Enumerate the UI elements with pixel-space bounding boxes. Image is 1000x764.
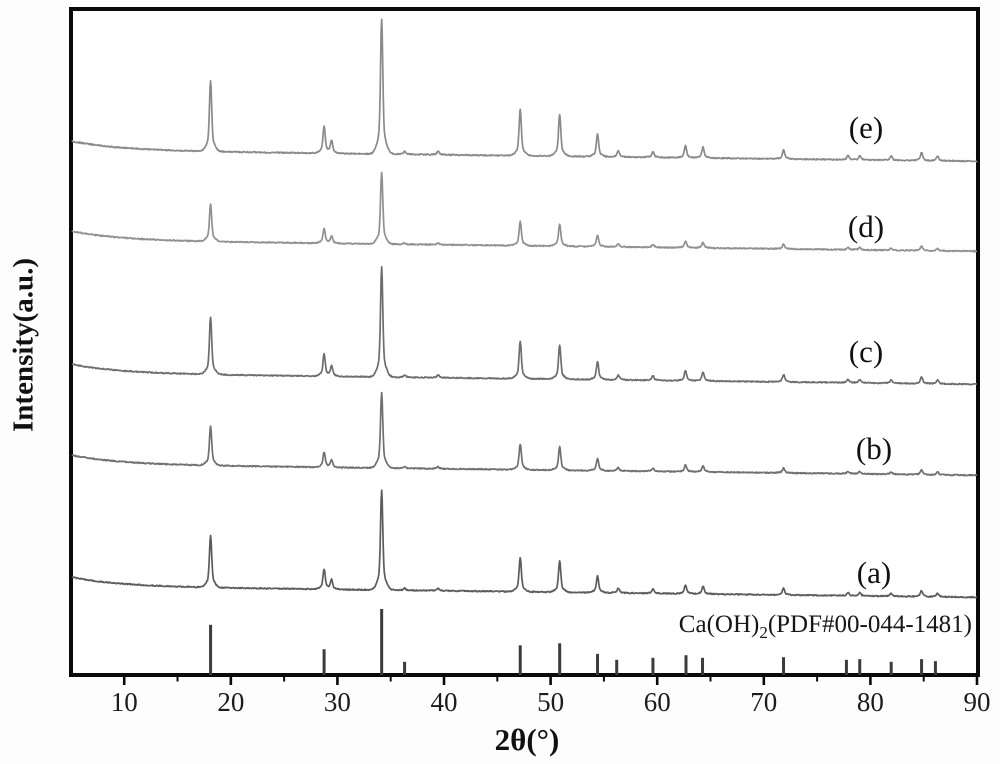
curve-label-b: (b) — [855, 431, 893, 466]
reference-stick — [209, 624, 213, 675]
x-tick-label: 70 — [750, 687, 778, 717]
curve-label-c: (c) — [848, 334, 884, 369]
reference-label-formula: Ca(OH) — [678, 611, 760, 638]
x-tick-label: 10 — [110, 687, 138, 717]
reference-stick — [684, 655, 688, 675]
y-axis-title: Intensity(a.u.) — [7, 257, 40, 433]
xrd-curve-b — [71, 391, 978, 477]
plot-frame — [69, 7, 980, 677]
reference-stick — [380, 609, 384, 675]
reference-stick — [933, 661, 937, 675]
reference-stick — [615, 659, 619, 675]
reference-stick — [322, 649, 326, 675]
curve-label-a: (a) — [856, 555, 892, 590]
reference-label-subscript: 2 — [759, 623, 768, 642]
reference-stick — [844, 659, 848, 675]
x-tick-label: 20 — [217, 687, 245, 717]
reference-label: Ca(OH)2(PDF#00-044-1481) — [679, 611, 972, 643]
x-tick-label: 30 — [323, 687, 351, 717]
x-tick-label: 90 — [963, 687, 991, 717]
reference-pattern — [209, 609, 937, 675]
reference-stick — [596, 653, 600, 675]
x-tick-label: 80 — [856, 687, 884, 717]
reference-stick — [858, 659, 862, 675]
xrd-curve-a — [71, 489, 978, 599]
xrd-curve-e — [71, 18, 978, 163]
curve-label-d: (d) — [847, 209, 885, 244]
reference-stick — [701, 657, 705, 675]
reference-stick — [920, 659, 924, 675]
plot-frame-rect — [69, 7, 980, 677]
reference-stick — [782, 657, 786, 675]
x-tick-label: 40 — [430, 687, 458, 717]
reference-stick — [889, 661, 893, 675]
reference-stick — [651, 657, 655, 675]
xrd-curves — [71, 18, 978, 599]
x-tick-label: 60 — [643, 687, 671, 717]
x-tick-label: 50 — [537, 687, 565, 717]
x-axis-title: 2θ(°) — [494, 722, 560, 757]
reference-stick — [558, 643, 562, 675]
xrd-curve-d — [71, 171, 978, 253]
reference-label-pdf: (PDF#00-044-1481) — [767, 611, 972, 638]
reference-stick — [518, 645, 522, 675]
reference-stick — [403, 661, 407, 675]
x-axis-ticks — [122, 676, 979, 685]
curve-label-e: (e) — [848, 110, 884, 145]
xrd-curve-c — [71, 265, 978, 386]
